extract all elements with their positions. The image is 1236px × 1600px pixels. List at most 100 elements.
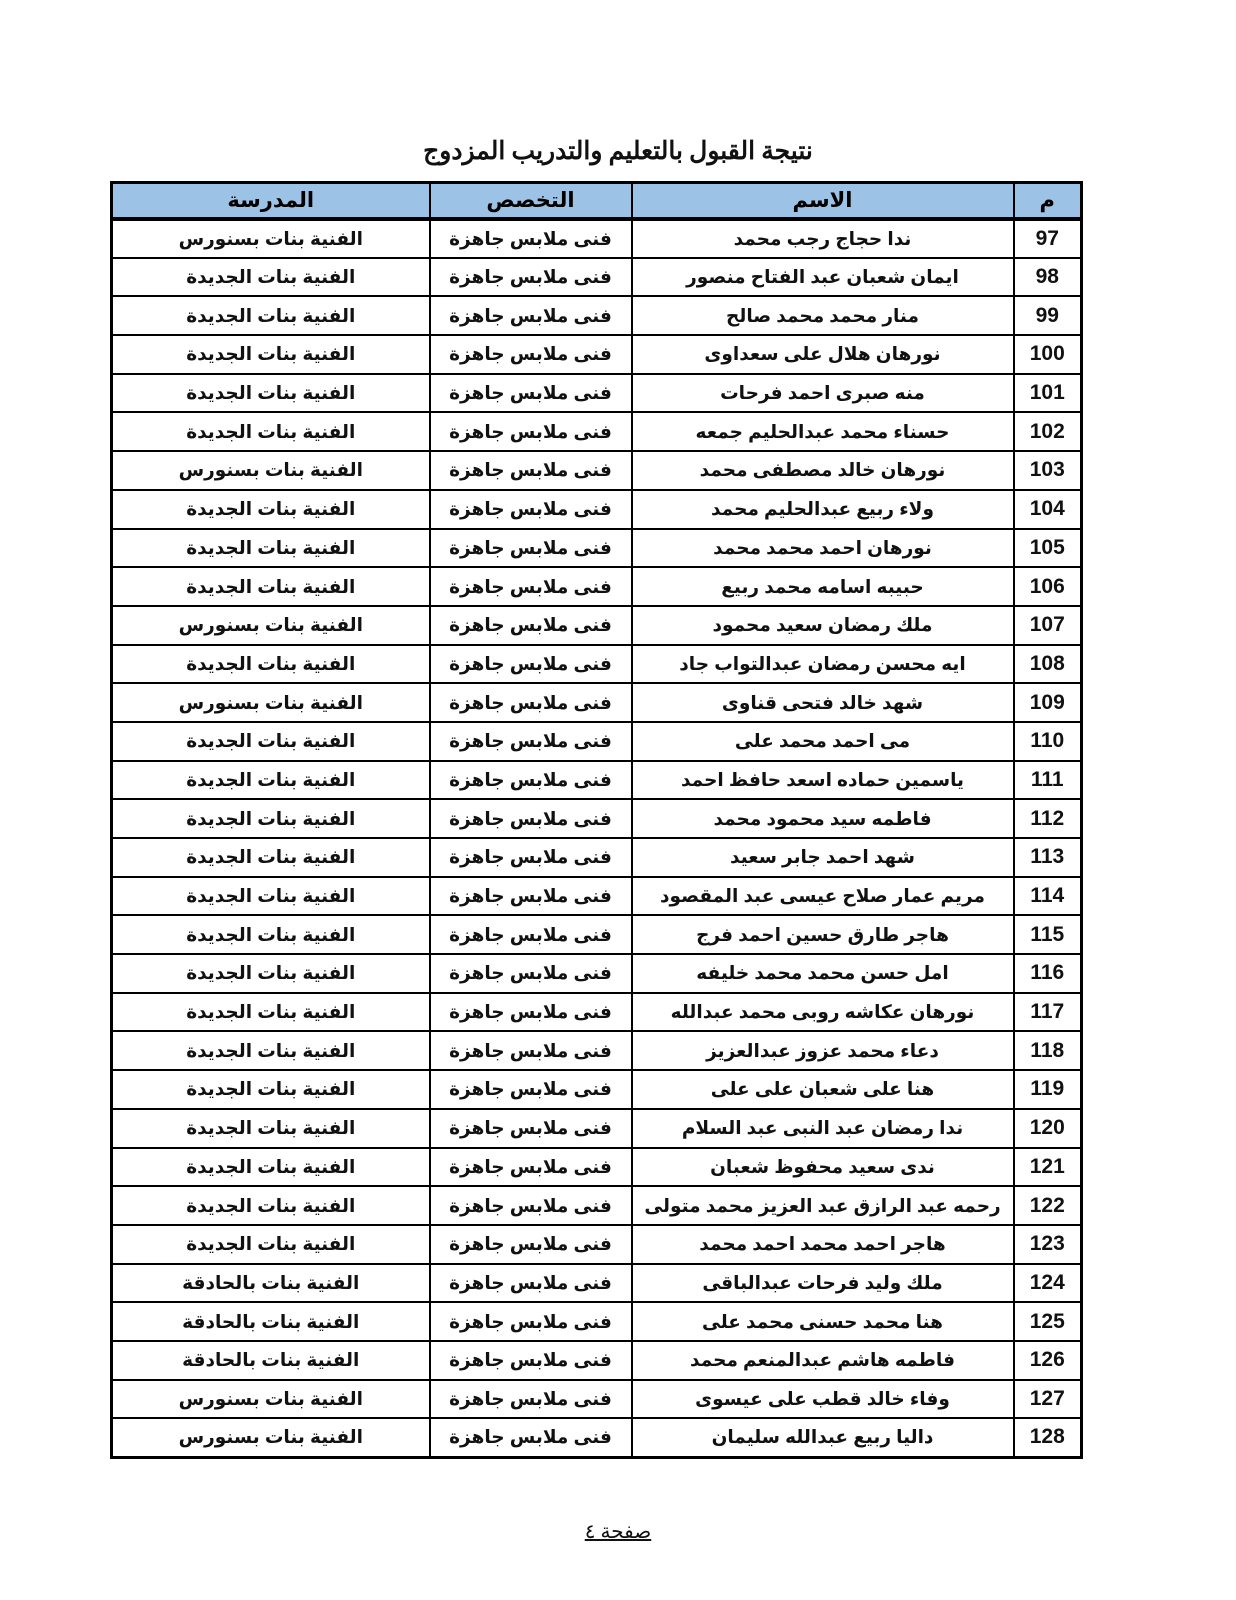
row-number-cell: 119: [1012, 1069, 1083, 1110]
specialization-cell: فنى ملابس جاهزة: [428, 875, 633, 917]
table-row: 111 ياسمين حماده اسعد حافظ احمد فنى ملاب…: [110, 759, 1083, 801]
school-cell: الفنية بنات الجديدة: [110, 875, 431, 917]
school-cell: الفنية بنات الجديدة: [110, 372, 431, 414]
specialization-cell: فنى ملابس جاهزة: [428, 488, 633, 530]
school-cell: الفنية بنات الجديدة: [110, 1146, 431, 1188]
table-row: 104 ولاء ربيع عبدالحليم محمد فنى ملابس ج…: [110, 488, 1083, 530]
specialization-cell: فنى ملابس جاهزة: [428, 1339, 633, 1381]
specialization-cell: فنى ملابس جاهزة: [428, 604, 633, 646]
specialization-cell: فنى ملابس جاهزة: [428, 411, 633, 453]
table-row: 110 مى احمد محمد على فنى ملابس جاهزة الف…: [110, 720, 1083, 762]
student-name-cell: ملك وليد فرحات عبدالباقى: [630, 1262, 1015, 1304]
school-cell: الفنية بنات الجديدة: [110, 643, 431, 685]
row-number-cell: 97: [1012, 218, 1083, 259]
school-cell: الفنية بنات الجديدة: [110, 295, 431, 337]
results-table-container: م الاسم التخصص المدرسة 97 ندا حجاج رجب م…: [110, 181, 1083, 1459]
student-name-cell: هنا محمد حسنى محمد على: [630, 1301, 1015, 1342]
specialization-cell: فنى ملابس جاهزة: [428, 566, 633, 607]
student-name-cell: رحمه عبد الرازق عبد العزيز محمد متولى: [630, 1185, 1015, 1226]
row-number-cell: 128: [1012, 1417, 1083, 1458]
school-cell: الفنية بنات بالحادقة: [110, 1339, 431, 1381]
table-row: 112 فاطمه سيد محمود محمد فنى ملابس جاهزة…: [110, 798, 1083, 839]
table-row: 102 حسناء محمد عبدالحليم جمعه فنى ملابس …: [110, 411, 1083, 453]
student-name-cell: ملك رمضان سعيد محمود: [630, 604, 1015, 646]
row-number-cell: 118: [1012, 1030, 1083, 1072]
table-row: 119 هنا على شعبان على على فنى ملابس جاهز…: [110, 1069, 1083, 1110]
table-body: 97 ندا حجاج رجب محمد فنى ملابس جاهزة الف…: [110, 218, 1083, 1458]
student-name-cell: مريم عمار صلاح عيسى عبد المقصود: [630, 875, 1015, 917]
student-name-cell: مى احمد محمد على: [630, 720, 1015, 762]
specialization-cell: فنى ملابس جاهزة: [428, 1069, 633, 1110]
row-number-cell: 111: [1012, 759, 1083, 801]
table-row: 122 رحمه عبد الرازق عبد العزيز محمد متول…: [110, 1185, 1083, 1226]
table-row: 118 دعاء محمد عزوز عبدالعزيز فنى ملابس ج…: [110, 1030, 1083, 1072]
school-cell: الفنية بنات بسنورس: [110, 1378, 431, 1420]
row-number-cell: 100: [1012, 334, 1083, 375]
row-number-cell: 124: [1012, 1262, 1083, 1304]
row-number-cell: 98: [1012, 256, 1083, 298]
student-name-cell: داليا ربيع عبدالله سليمان: [630, 1417, 1015, 1458]
row-number-cell: 107: [1012, 604, 1083, 646]
specialization-cell: فنى ملابس جاهزة: [428, 1262, 633, 1304]
school-cell: الفنية بنات الجديدة: [110, 256, 431, 298]
row-number-cell: 120: [1012, 1107, 1083, 1149]
specialization-cell: فنى ملابس جاهزة: [428, 1301, 633, 1342]
table-row: 115 هاجر طارق حسين احمد فرج فنى ملابس جا…: [110, 914, 1083, 956]
school-cell: الفنية بنات الجديدة: [110, 527, 431, 569]
specialization-cell: فنى ملابس جاهزة: [428, 1223, 633, 1265]
row-number-cell: 126: [1012, 1339, 1083, 1381]
results-table: م الاسم التخصص المدرسة 97 ندا حجاج رجب م…: [110, 181, 1083, 1459]
student-name-cell: حسناء محمد عبدالحليم جمعه: [630, 411, 1015, 453]
student-name-cell: ندا رمضان عبد النبى عبد السلام: [630, 1107, 1015, 1149]
student-name-cell: ولاء ربيع عبدالحليم محمد: [630, 488, 1015, 530]
student-name-cell: ايمان شعبان عبد الفتاح منصور: [630, 256, 1015, 298]
specialization-cell: فنى ملابس جاهزة: [428, 643, 633, 685]
row-number-cell: 125: [1012, 1301, 1083, 1342]
page-title: نتيجة القبول بالتعليم والتدريب المزدوج: [423, 138, 813, 165]
school-cell: الفنية بنات الجديدة: [110, 837, 431, 878]
table-row: 123 هاجر احمد محمد احمد محمد فنى ملابس ج…: [110, 1223, 1083, 1265]
row-number-cell: 103: [1012, 450, 1083, 491]
school-cell: الفنية بنات الجديدة: [110, 1185, 431, 1226]
specialization-cell: فنى ملابس جاهزة: [428, 1185, 633, 1226]
row-number-cell: 113: [1012, 837, 1083, 878]
student-name-cell: هاجر احمد محمد احمد محمد: [630, 1223, 1015, 1265]
school-cell: الفنية بنات الجديدة: [110, 798, 431, 839]
specialization-cell: فنى ملابس جاهزة: [428, 1107, 633, 1149]
table-row: 121 ندى سعيد محفوظ شعبان فنى ملابس جاهزة…: [110, 1146, 1083, 1188]
specialization-cell: فنى ملابس جاهزة: [428, 218, 633, 259]
row-number-cell: 106: [1012, 566, 1083, 607]
specialization-cell: فنى ملابس جاهزة: [428, 1030, 633, 1072]
table-row: 97 ندا حجاج رجب محمد فنى ملابس جاهزة الف…: [110, 218, 1083, 259]
table-row: 114 مريم عمار صلاح عيسى عبد المقصود فنى …: [110, 875, 1083, 917]
school-cell: الفنية بنات الجديدة: [110, 1223, 431, 1265]
student-name-cell: هاجر طارق حسين احمد فرج: [630, 914, 1015, 956]
student-name-cell: وفاء خالد قطب على عيسوى: [630, 1378, 1015, 1420]
student-name-cell: حبيبه اسامه محمد ربيع: [630, 566, 1015, 607]
specialization-cell: فنى ملابس جاهزة: [428, 450, 633, 491]
school-cell: الفنية بنات الجديدة: [110, 1107, 431, 1149]
school-cell: الفنية بنات الجديدة: [110, 1030, 431, 1072]
specialization-cell: فنى ملابس جاهزة: [428, 759, 633, 801]
school-cell: الفنية بنات بسنورس: [110, 1417, 431, 1458]
row-number-cell: 115: [1012, 914, 1083, 956]
row-number-cell: 101: [1012, 372, 1083, 414]
table-row: 101 منه صبرى احمد فرحات فنى ملابس جاهزة …: [110, 372, 1083, 414]
table-row: 128 داليا ربيع عبدالله سليمان فنى ملابس …: [110, 1417, 1083, 1458]
student-name-cell: ايه محسن رمضان عبدالتواب جاد: [630, 643, 1015, 685]
school-cell: الفنية بنات بالحادقة: [110, 1301, 431, 1342]
student-name-cell: نورهان هلال على سعداوى: [630, 334, 1015, 375]
specialization-cell: فنى ملابس جاهزة: [428, 837, 633, 878]
specialization-cell: فنى ملابس جاهزة: [428, 991, 633, 1033]
school-cell: الفنية بنات بسنورس: [110, 682, 431, 723]
row-number-cell: 104: [1012, 488, 1083, 530]
row-number-cell: 123: [1012, 1223, 1083, 1265]
table-row: 116 امل حسن محمد محمد خليفه فنى ملابس جا…: [110, 953, 1083, 994]
specialization-cell: فنى ملابس جاهزة: [428, 372, 633, 414]
table-row: 106 حبيبه اسامه محمد ربيع فنى ملابس جاهز…: [110, 566, 1083, 607]
school-cell: الفنية بنات الجديدة: [110, 334, 431, 375]
specialization-cell: فنى ملابس جاهزة: [428, 256, 633, 298]
student-name-cell: امل حسن محمد محمد خليفه: [630, 953, 1015, 994]
table-row: 105 نورهان احمد محمد محمد فنى ملابس جاهز…: [110, 527, 1083, 569]
